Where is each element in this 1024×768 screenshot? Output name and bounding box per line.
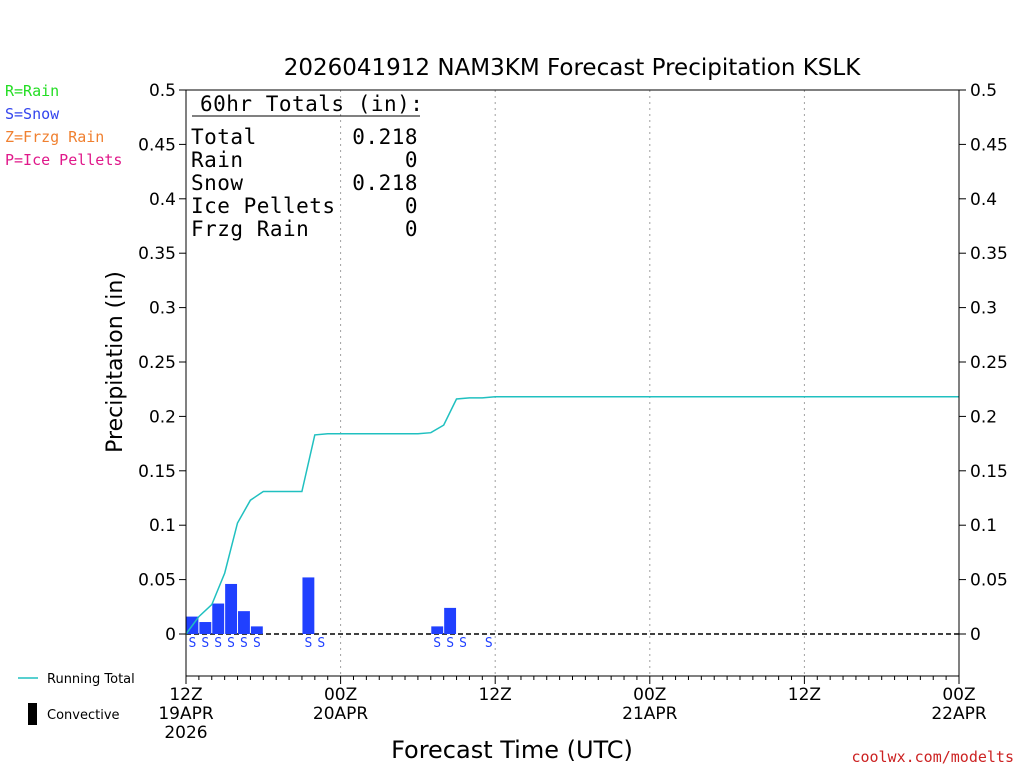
y-tick-label-right: 0.1 (970, 516, 997, 536)
series-legend-label: Convective (47, 708, 120, 723)
precip-bar (225, 583, 238, 634)
precip-bar (238, 611, 250, 634)
x-tick-time: 12Z (169, 685, 202, 705)
y-tick-label-left: 0.25 (138, 353, 176, 373)
y-tick-label-left: 0.15 (138, 462, 176, 482)
totals-row-label: Snow (191, 171, 244, 195)
precip-type-label: S (459, 636, 467, 651)
y-tick-label-right: 0.3 (970, 299, 997, 319)
precip-bar (431, 626, 444, 634)
x-tick-time: 12Z (788, 685, 821, 705)
y-tick-label-left: 0.1 (149, 516, 176, 536)
x-tick-date: 20APR (313, 704, 369, 724)
grid-layer (340, 90, 805, 676)
precip-bar (199, 622, 212, 634)
precip-bar (444, 607, 457, 634)
legend-bar-swatch (28, 703, 37, 725)
series-legend: Running Total Convective (18, 672, 135, 725)
y-tick-label-left: 0.45 (138, 135, 176, 155)
totals-header: 60hr Totals (in): (200, 92, 423, 116)
totals-row-value: 0 (405, 217, 418, 241)
x-tick-date: 22APR (931, 704, 987, 724)
type-legend-entry: S=Snow (5, 105, 60, 123)
y-tick-label-right: 0.4 (970, 190, 997, 210)
y-tick-label-right: 0.5 (970, 81, 997, 101)
chart-title: 2026041912 NAM3KM Forecast Precipitation… (284, 55, 862, 81)
y-tick-label-left: 0.4 (149, 190, 176, 210)
plot-frame (185, 89, 960, 677)
y-tick-label-right: 0.15 (970, 462, 1008, 482)
y-tick-label-right: 0.05 (970, 571, 1008, 591)
x-axis-label: Forecast Time (UTC) (391, 736, 633, 764)
x-tick-time: 00Z (942, 685, 975, 705)
x-tick-date: 19APR (158, 704, 214, 724)
precip-type-label: S (240, 636, 248, 651)
series-legend-label: Running Total (47, 672, 135, 687)
precip-type-label: S (446, 636, 454, 651)
y-tick-label-left: 0.35 (138, 244, 176, 264)
precip-type-label: S (433, 636, 441, 651)
y-tick-label-left: 0 (165, 625, 176, 645)
type-legend-entry: Z=Frzg Rain (5, 128, 104, 146)
totals-row-value: 0 (405, 194, 418, 218)
bars-layer (186, 577, 457, 634)
precip-type-label: S (253, 636, 261, 651)
precip-bar (302, 577, 315, 634)
totals-row-value: 0.218 (352, 125, 418, 149)
type-legend-entry: R=Rain (5, 82, 59, 100)
precip-bar (212, 603, 225, 634)
totals-row-label: Total (191, 125, 257, 149)
running-total-line (185, 396, 959, 635)
y-tick-label-left: 0.05 (138, 571, 176, 591)
precip-type-label: S (317, 636, 325, 651)
y-tick-label-left: 0.3 (149, 299, 176, 319)
running-total-layer (185, 396, 959, 635)
x-tick-date: 21APR (622, 704, 678, 724)
totals-row-label: Frzg Rain (191, 217, 309, 241)
precip-bar (250, 626, 263, 634)
y-axis: 0 00.05 0.050.1 0.10.15 0.150.2 0.20.25 0.250.… (138, 81, 1008, 645)
y-tick-label-left: 0.5 (149, 81, 176, 101)
y-tick-label-right: 0.45 (970, 135, 1008, 155)
x-tick-time: 12Z (479, 685, 512, 705)
x-tick-time: 00Z (633, 685, 666, 705)
totals-row-value: 0 (405, 148, 418, 172)
precip-type-label: S (227, 636, 235, 651)
y-tick-label-right: 0.25 (970, 353, 1008, 373)
y-tick-label-right: 0.2 (970, 407, 997, 427)
y-axis-label: Precipitation (in) (103, 271, 128, 453)
precip-type-label: S (485, 636, 493, 651)
type-legend: R=Rain S=Snow Z=Frzg Rain P=Ice Pellets (5, 82, 122, 169)
totals-box: 60hr Totals (in): Total 0.218 Rain 0 Snow 0.21… (191, 92, 423, 241)
precip-type-label: S (214, 636, 222, 651)
y-tick-label-right: 0.35 (970, 244, 1008, 264)
type-legend-entry: P=Ice Pellets (5, 151, 122, 169)
x-tick-time: 00Z (324, 685, 357, 705)
credit-text: coolwx.com/modelts (851, 748, 1014, 766)
totals-row-label: Ice Pellets (191, 194, 336, 218)
y-tick-label-right: 0 (970, 625, 981, 645)
precip-type-label: S (304, 636, 312, 651)
y-tick-label-left: 0.2 (149, 407, 176, 427)
precip-type-label: S (201, 636, 209, 651)
totals-row-value: 0.218 (352, 171, 418, 195)
totals-row-label: Rain (191, 148, 244, 172)
precip-type-label: S (189, 636, 197, 651)
x-tick-year: 2026 (164, 723, 207, 743)
